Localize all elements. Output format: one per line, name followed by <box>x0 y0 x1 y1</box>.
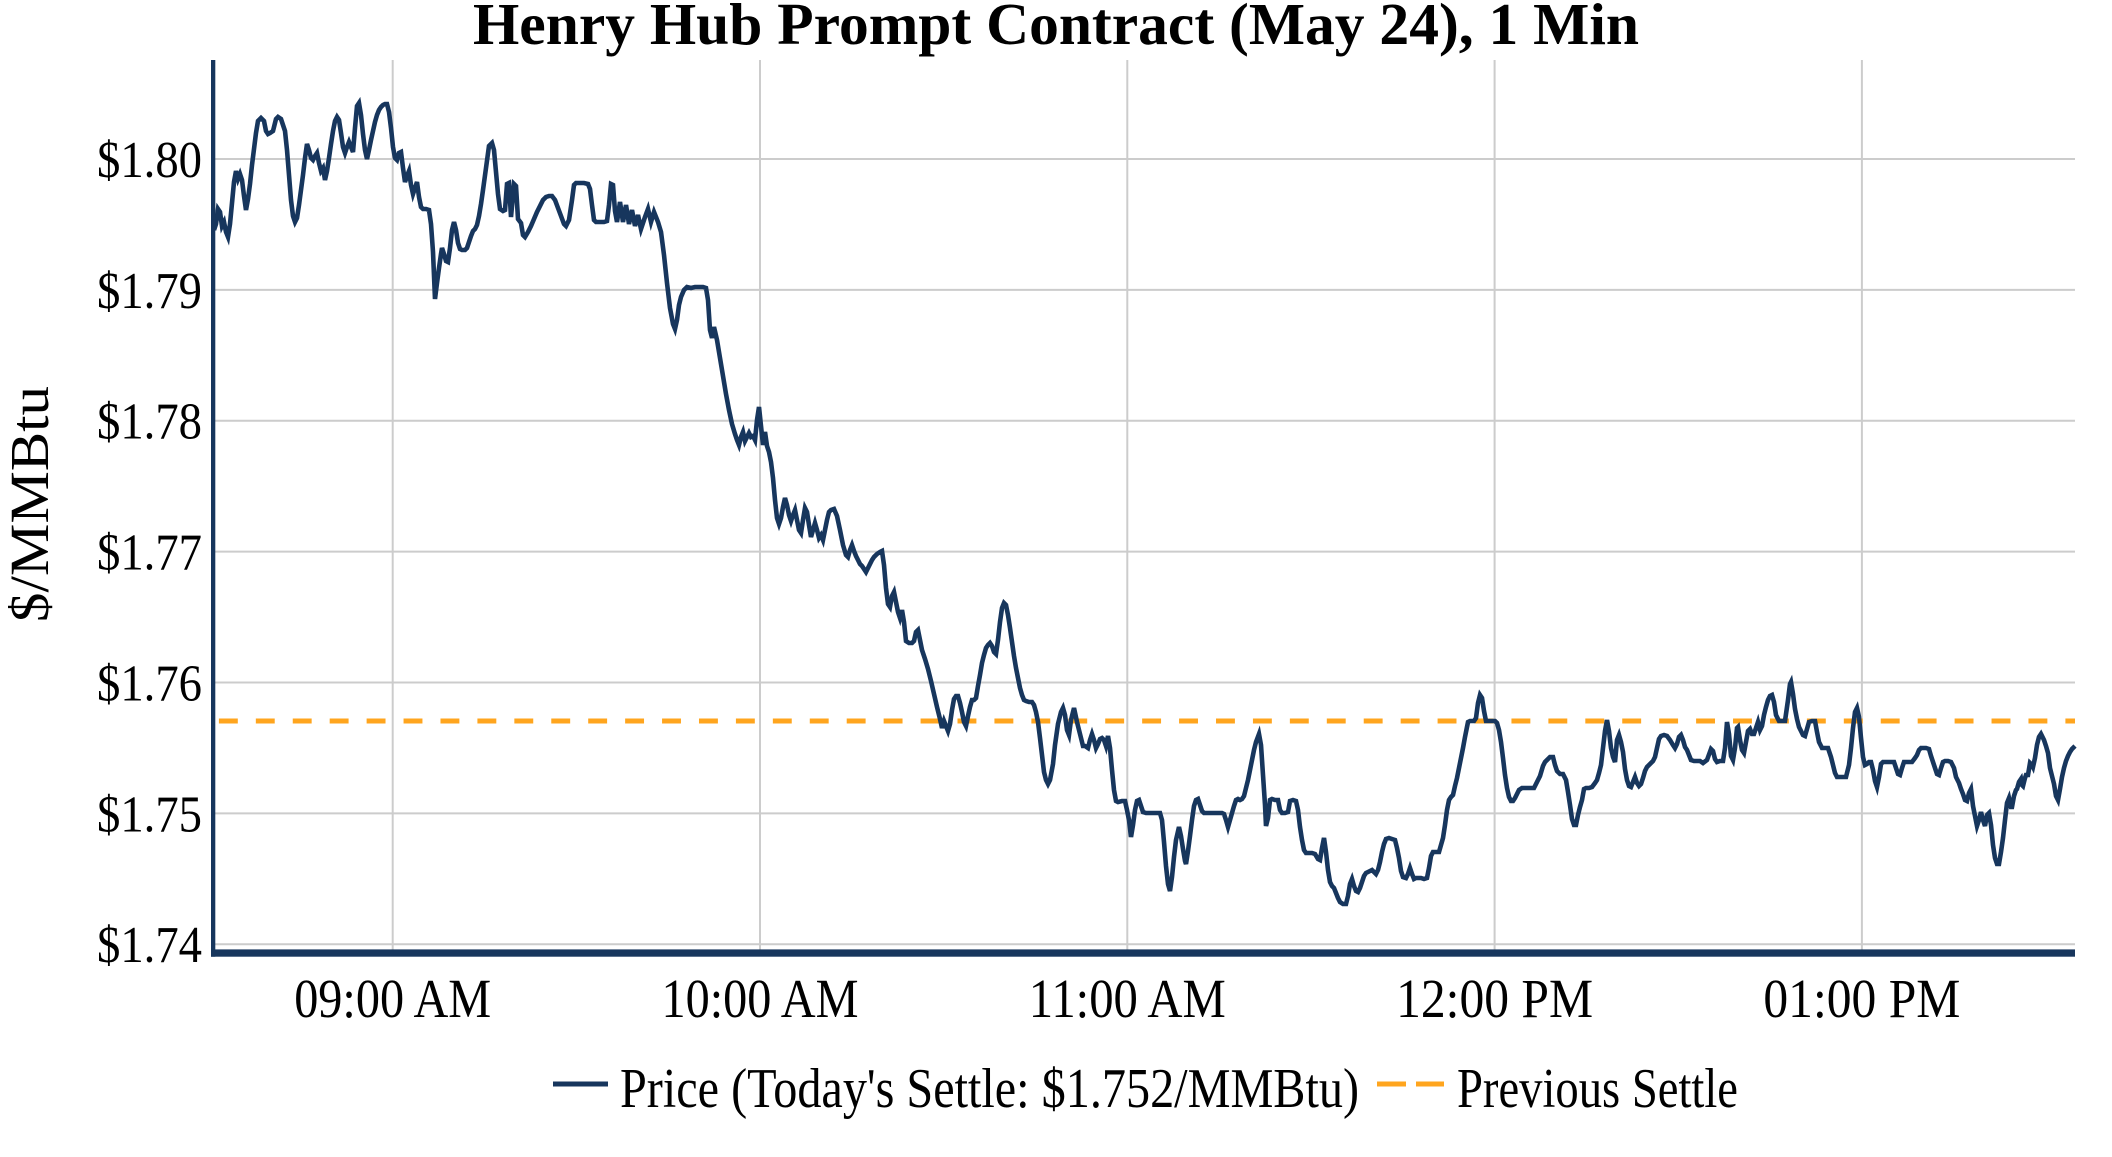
svg-text:$1.77: $1.77 <box>97 525 202 582</box>
svg-text:$1.78: $1.78 <box>97 394 202 451</box>
svg-text:$1.79: $1.79 <box>97 263 202 320</box>
svg-text:$1.80: $1.80 <box>97 132 202 189</box>
svg-text:$1.76: $1.76 <box>97 656 202 713</box>
svg-text:09:00 AM: 09:00 AM <box>294 968 491 1029</box>
svg-text:$/MMBtu: $/MMBtu <box>0 386 60 622</box>
svg-text:Henry Hub Prompt Contract (May: Henry Hub Prompt Contract (May 24), 1 Mi… <box>473 0 1639 57</box>
svg-text:$1.74: $1.74 <box>97 917 202 974</box>
svg-text:$1.75: $1.75 <box>97 786 202 843</box>
svg-text:Previous Settle: Previous Settle <box>1457 1058 1738 1120</box>
svg-text:Price (Today's Settle: $1.752/: Price (Today's Settle: $1.752/MMBtu) <box>620 1058 1359 1120</box>
svg-text:01:00 PM: 01:00 PM <box>1763 968 1960 1029</box>
svg-text:12:00 PM: 12:00 PM <box>1396 968 1593 1029</box>
svg-text:11:00 AM: 11:00 AM <box>1029 968 1226 1029</box>
svg-text:10:00 AM: 10:00 AM <box>662 968 859 1029</box>
